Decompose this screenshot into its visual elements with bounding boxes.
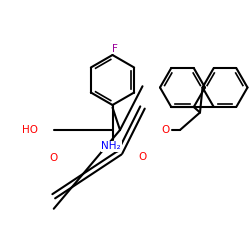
Text: HO: HO <box>22 125 38 135</box>
Text: O: O <box>161 125 169 135</box>
Text: O: O <box>138 152 146 162</box>
Text: NH₂: NH₂ <box>102 141 121 151</box>
Text: O: O <box>50 153 58 163</box>
Text: F: F <box>112 44 118 54</box>
